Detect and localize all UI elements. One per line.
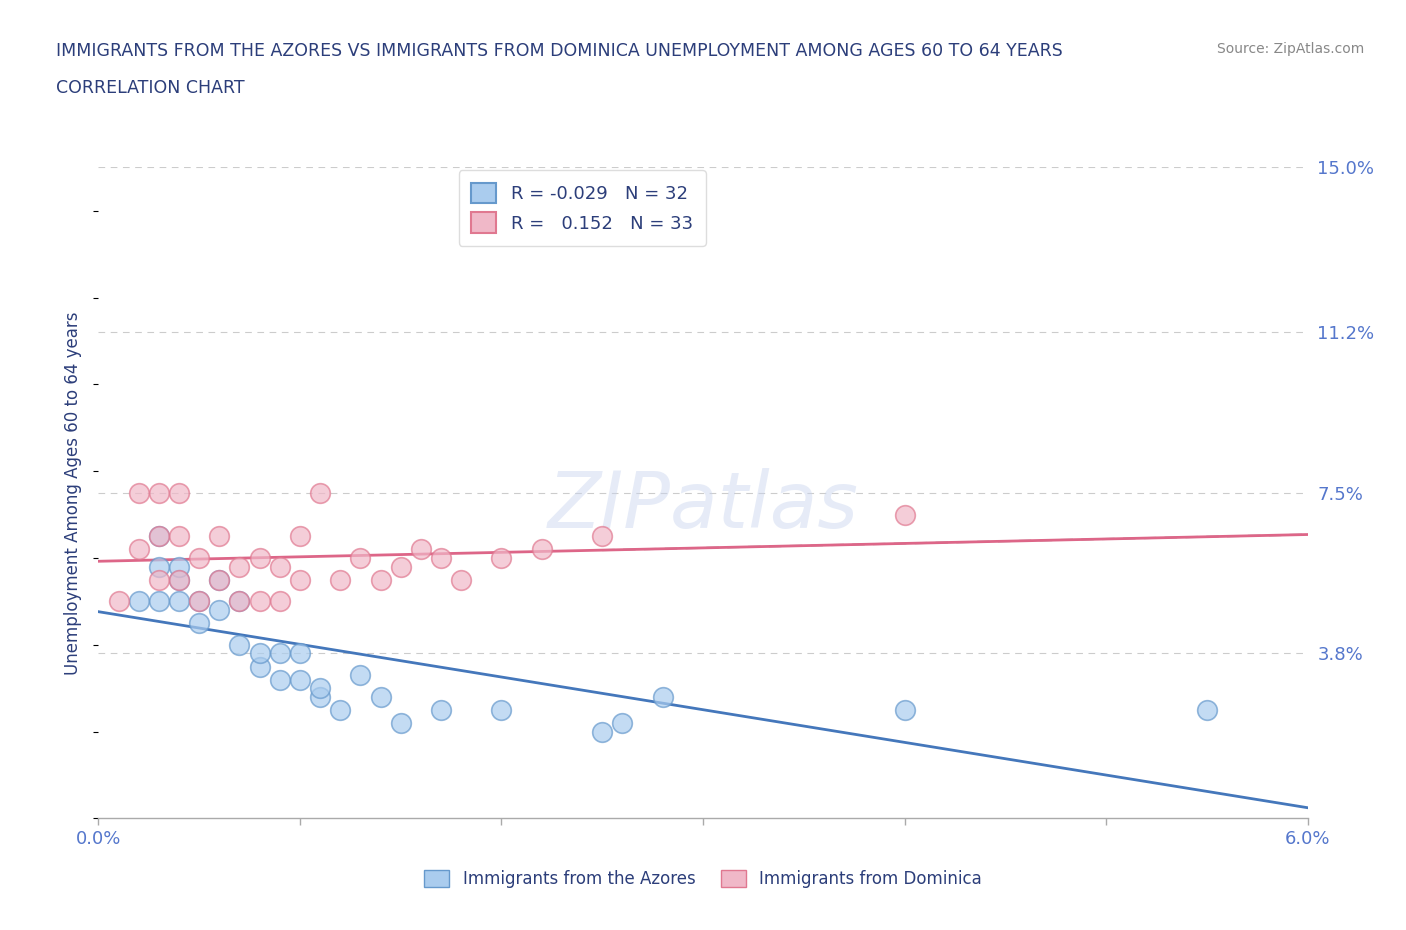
- Point: [288, 672, 311, 687]
- Point: [167, 559, 190, 574]
- Point: [148, 529, 170, 544]
- Point: [269, 646, 291, 661]
- Point: [591, 724, 613, 739]
- Point: [148, 529, 170, 544]
- Point: [269, 594, 291, 609]
- Point: [389, 559, 412, 574]
- Point: [430, 551, 453, 565]
- Point: [530, 542, 553, 557]
- Point: [167, 529, 190, 544]
- Point: [188, 594, 211, 609]
- Point: [349, 551, 371, 565]
- Point: [167, 572, 190, 587]
- Point: [651, 689, 673, 704]
- Point: [349, 668, 371, 683]
- Point: [249, 646, 271, 661]
- Point: [188, 616, 211, 631]
- Point: [188, 594, 211, 609]
- Point: [893, 702, 915, 717]
- Point: [288, 572, 311, 587]
- Y-axis label: Unemployment Among Ages 60 to 64 years: Unemployment Among Ages 60 to 64 years: [65, 312, 83, 674]
- Point: [148, 485, 170, 500]
- Point: [128, 485, 150, 500]
- Point: [249, 659, 271, 674]
- Point: [591, 529, 613, 544]
- Point: [128, 542, 150, 557]
- Point: [329, 702, 352, 717]
- Point: [430, 702, 453, 717]
- Point: [269, 559, 291, 574]
- Point: [491, 702, 513, 717]
- Point: [167, 485, 190, 500]
- Point: [329, 572, 352, 587]
- Text: ZIPatlas: ZIPatlas: [547, 468, 859, 544]
- Point: [370, 689, 392, 704]
- Point: [208, 603, 231, 618]
- Point: [167, 594, 190, 609]
- Point: [1195, 702, 1218, 717]
- Point: [389, 715, 412, 730]
- Point: [309, 689, 332, 704]
- Text: Source: ZipAtlas.com: Source: ZipAtlas.com: [1216, 42, 1364, 56]
- Legend: Immigrants from the Azores, Immigrants from Dominica: Immigrants from the Azores, Immigrants f…: [418, 863, 988, 895]
- Point: [228, 559, 250, 574]
- Point: [107, 594, 129, 609]
- Point: [612, 715, 634, 730]
- Point: [288, 646, 311, 661]
- Point: [167, 572, 190, 587]
- Point: [208, 572, 231, 587]
- Point: [450, 572, 472, 587]
- Point: [208, 572, 231, 587]
- Point: [249, 551, 271, 565]
- Point: [893, 507, 915, 522]
- Point: [148, 572, 170, 587]
- Point: [228, 637, 250, 652]
- Point: [228, 594, 250, 609]
- Point: [148, 594, 170, 609]
- Point: [309, 681, 332, 696]
- Point: [269, 672, 291, 687]
- Point: [249, 594, 271, 609]
- Point: [228, 594, 250, 609]
- Point: [148, 559, 170, 574]
- Text: CORRELATION CHART: CORRELATION CHART: [56, 79, 245, 97]
- Point: [288, 529, 311, 544]
- Text: IMMIGRANTS FROM THE AZORES VS IMMIGRANTS FROM DOMINICA UNEMPLOYMENT AMONG AGES 6: IMMIGRANTS FROM THE AZORES VS IMMIGRANTS…: [56, 42, 1063, 60]
- Point: [208, 529, 231, 544]
- Point: [309, 485, 332, 500]
- Point: [128, 594, 150, 609]
- Point: [370, 572, 392, 587]
- Point: [409, 542, 432, 557]
- Point: [188, 551, 211, 565]
- Point: [491, 551, 513, 565]
